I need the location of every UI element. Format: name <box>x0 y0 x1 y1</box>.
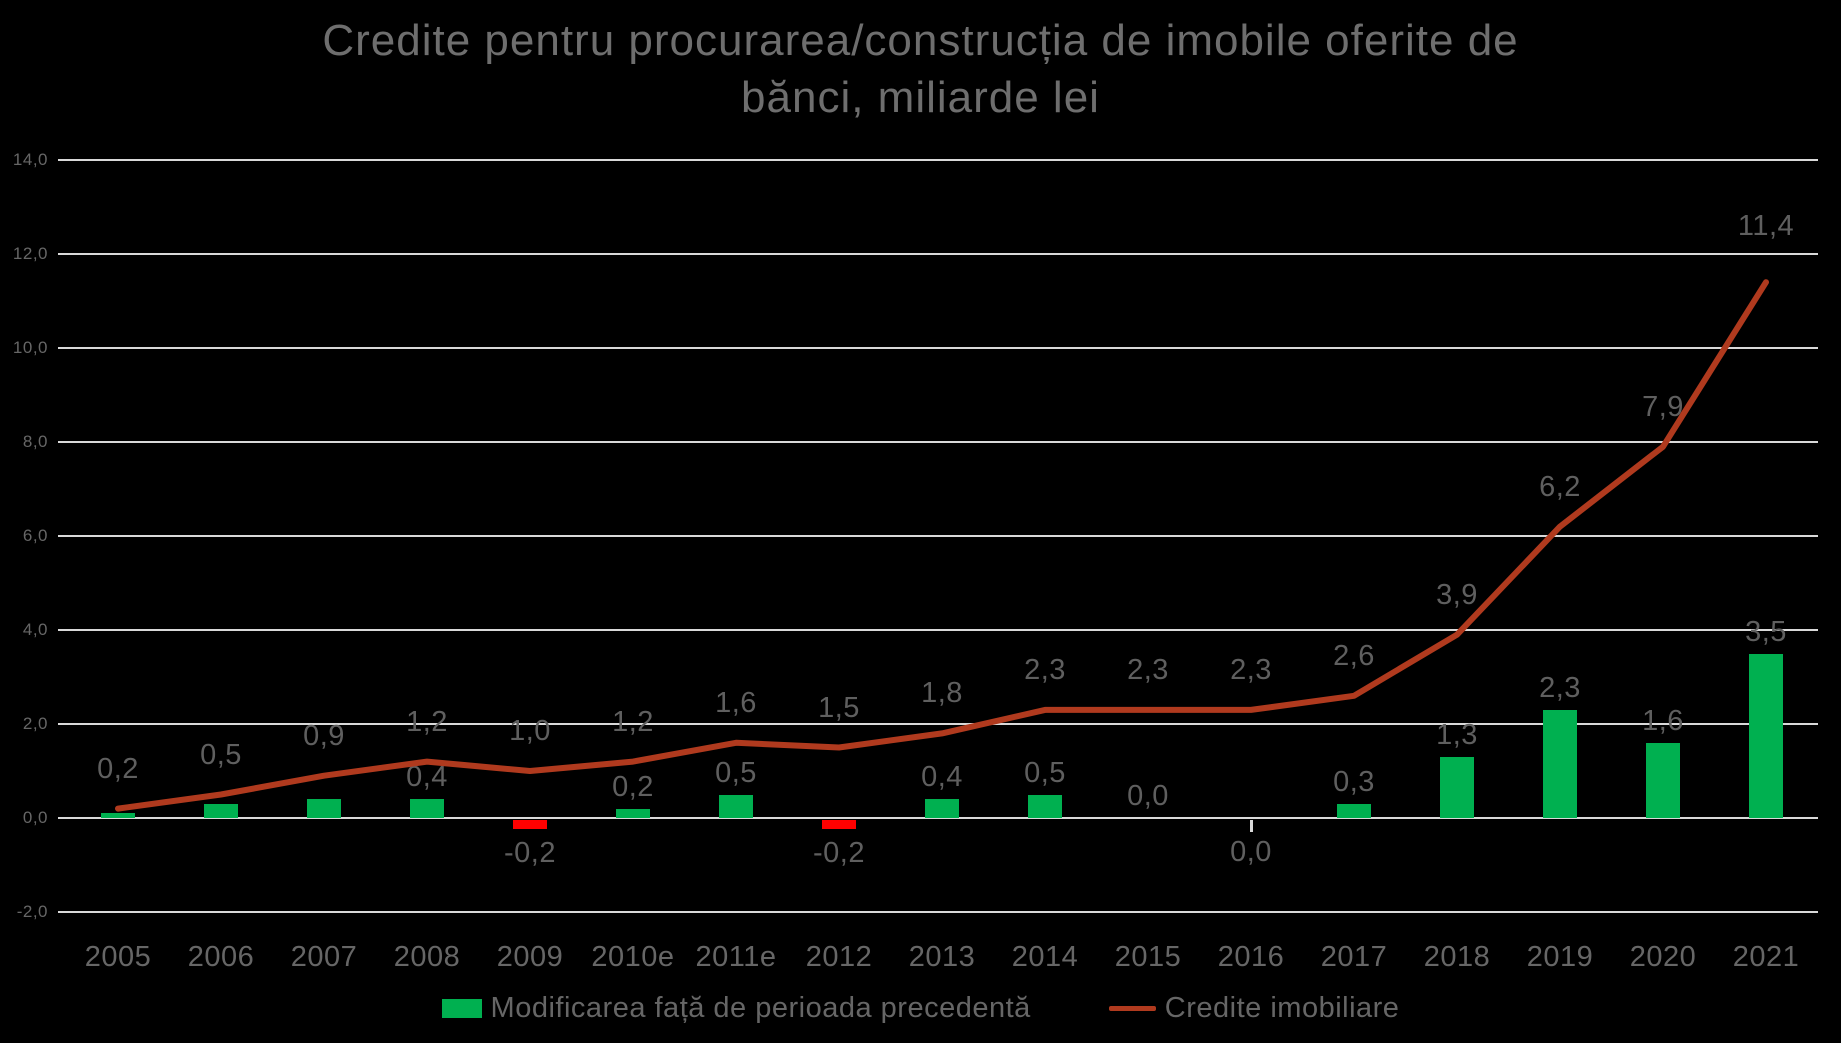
bar-2014 <box>1028 794 1062 818</box>
x-axis-label-2010e: 2010e <box>591 941 675 973</box>
line-label-2008: 1,2 <box>406 705 448 738</box>
x-axis-label-2018: 2018 <box>1423 941 1491 973</box>
gridline <box>58 253 1818 255</box>
x-axis-label-2016: 2016 <box>1217 941 1285 973</box>
chart-title: Credite pentru procurarea/construcția de… <box>0 12 1841 126</box>
gridline <box>58 911 1818 913</box>
line-label-2006: 0,5 <box>200 738 242 771</box>
x-axis-label-2006: 2006 <box>187 941 255 973</box>
gridline <box>58 159 1818 161</box>
y-axis-label: -2,0 <box>16 902 48 921</box>
gridline <box>58 723 1818 725</box>
line-label-2015: 2,3 <box>1127 653 1169 686</box>
legend-line-swatch-icon <box>1108 1005 1156 1011</box>
gridline <box>58 441 1818 443</box>
line-label-2017: 2,6 <box>1333 639 1375 672</box>
gridline <box>58 817 1818 819</box>
line-label-2019: 6,2 <box>1539 470 1581 503</box>
gridline <box>58 347 1818 349</box>
y-axis-label: 14,0 <box>12 150 48 169</box>
x-axis-label-2014: 2014 <box>1011 941 1079 973</box>
line-label-2005: 0,2 <box>97 752 139 785</box>
y-axis-label: 10,0 <box>12 338 48 357</box>
line-label-2020: 7,9 <box>1642 390 1684 423</box>
bar-2017 <box>1337 803 1371 818</box>
bar-label-2014: 0,5 <box>1024 756 1066 789</box>
bar-2008 <box>410 799 444 818</box>
line-label-2013: 1,8 <box>921 677 963 710</box>
x-axis-label-2019: 2019 <box>1526 941 1594 973</box>
line-label-2011e: 1,6 <box>715 686 757 719</box>
bar-label-2020: 1,6 <box>1642 704 1684 737</box>
legend: Modificarea față de perioada precedentă … <box>0 988 1841 1028</box>
x-axis-label-2017: 2017 <box>1320 941 1388 973</box>
y-axis-label: 4,0 <box>22 620 48 639</box>
chart-title-line2: bănci, miliarde lei <box>741 73 1100 122</box>
line-label-2012: 1,5 <box>818 691 860 724</box>
gridline <box>58 535 1818 537</box>
bar-label-2016: 0,0 <box>1230 836 1272 868</box>
bar-2021 <box>1749 653 1783 818</box>
legend-line-label: Credite imobiliare <box>1164 991 1400 1024</box>
chart-title-line1: Credite pentru procurarea/construcția de… <box>322 16 1519 65</box>
y-axis-label: 6,0 <box>22 526 48 545</box>
bar-2019 <box>1543 709 1577 818</box>
gridline <box>58 629 1818 631</box>
x-axis-label-2005: 2005 <box>84 941 152 973</box>
bar-label-2021: 3,5 <box>1745 615 1787 648</box>
bar-label-2011e: 0,5 <box>715 756 757 789</box>
bar-label-2015: 0,0 <box>1127 780 1169 812</box>
x-axis-label-2007: 2007 <box>290 941 358 973</box>
bar-2013 <box>925 799 959 818</box>
legend-bar-swatch-icon <box>441 998 482 1018</box>
x-axis-label-2015: 2015 <box>1114 941 1182 973</box>
y-axis-label: 0,0 <box>22 808 48 827</box>
bar-label-2010e: 0,2 <box>612 770 654 803</box>
y-axis-label: 12,0 <box>12 244 48 263</box>
bar-2018 <box>1440 756 1474 818</box>
zero-tick-2016 <box>1250 820 1253 832</box>
x-axis-label-2021: 2021 <box>1732 941 1800 973</box>
y-axis-label: 8,0 <box>22 432 48 451</box>
bar-2010e <box>616 808 650 818</box>
line-label-2021: 11,4 <box>1737 210 1795 243</box>
bar-2007 <box>307 799 341 818</box>
legend-item-bars: Modificarea față de perioada precedentă <box>441 991 1031 1025</box>
y-axis-label: 2,0 <box>22 714 48 733</box>
x-axis-label-2011e: 2011e <box>695 941 777 973</box>
line-label-2016: 2,3 <box>1230 653 1272 686</box>
bar-label-2019: 2,3 <box>1539 671 1581 704</box>
legend-bar-label: Modificarea față de perioada precedentă <box>490 991 1031 1024</box>
bar-label-2009: -0,2 <box>504 837 556 870</box>
line-label-2010e: 1,2 <box>612 705 654 738</box>
legend-item-line: Credite imobiliare <box>1108 991 1400 1025</box>
line-label-2007: 0,9 <box>303 719 345 752</box>
bar-label-2012: -0,2 <box>813 837 865 870</box>
credite-imobiliare-line <box>115 279 1769 812</box>
bar-label-2017: 0,3 <box>1333 765 1375 798</box>
bar-label-2018: 1,3 <box>1436 718 1478 751</box>
bar-label-2013: 0,4 <box>921 761 963 794</box>
line-label-2014: 2,3 <box>1024 653 1066 686</box>
x-axis-label-2008: 2008 <box>393 941 461 973</box>
bar-2012 <box>822 820 856 830</box>
bar-2020 <box>1646 742 1680 818</box>
bar-2005 <box>101 813 135 818</box>
x-axis-label-2012: 2012 <box>805 941 873 973</box>
line-label-2009: 1,0 <box>509 715 551 747</box>
bar-2009 <box>513 820 547 830</box>
bar-2006 <box>204 803 238 818</box>
line-label-2018: 3,9 <box>1436 578 1478 611</box>
x-axis-label-2009: 2009 <box>496 941 564 973</box>
bar-2011e <box>719 794 753 818</box>
x-axis-label-2020: 2020 <box>1629 941 1697 973</box>
x-axis-label-2013: 2013 <box>908 941 976 973</box>
